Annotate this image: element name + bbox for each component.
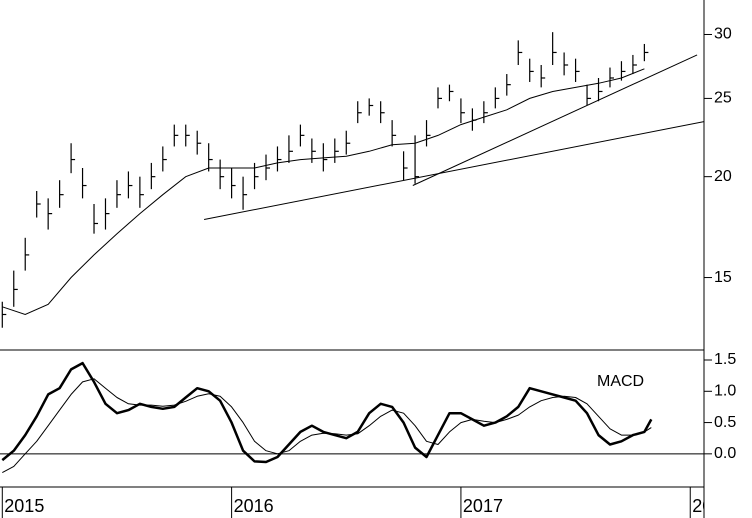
x-tick-label: 2016 — [234, 496, 274, 516]
y-tick-label: 0.5 — [714, 414, 736, 431]
trendline — [204, 121, 704, 220]
y-tick-label: 15 — [714, 269, 732, 286]
y-tick-label: 25 — [714, 90, 732, 107]
x-tick-label: 2017 — [463, 496, 503, 516]
moving-average — [2, 68, 645, 316]
axes: 15 20 25 30 0.0 0.5 1.0 1.5 2015 2016 2017 2018 — [1, 26, 736, 518]
plot: MACD — [0, 32, 704, 474]
y-tick-label: 20 — [714, 168, 732, 185]
trendline — [412, 54, 698, 186]
y-tick-label: 30 — [714, 26, 732, 43]
y-tick-label: 1.5 — [714, 351, 736, 368]
panel-label: MACD — [597, 373, 644, 390]
y-tick-label: 1.0 — [714, 383, 736, 400]
x-tick-label: 2015 — [4, 496, 44, 516]
x-tick-label: 2018 — [692, 496, 732, 516]
y-tick-label: 0.0 — [714, 445, 736, 462]
macd-line — [2, 378, 652, 474]
